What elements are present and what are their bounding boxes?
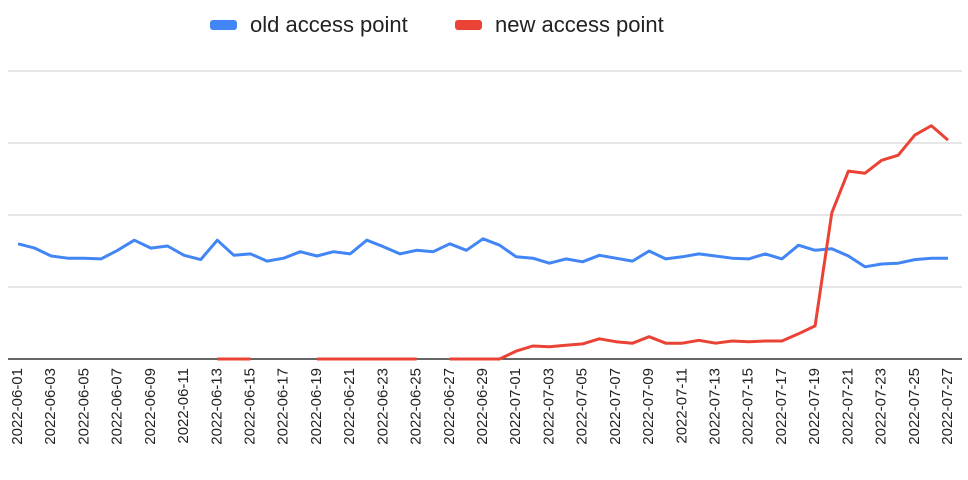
x-tick-label: 2022-07-15 [740,368,757,445]
series-line [217,124,949,361]
x-tick-label: 2022-06-05 [75,368,92,445]
x-tick-label: 2022-06-25 [408,368,425,445]
x-tick-label: 2022-07-07 [607,368,624,445]
x-tick-label: 2022-07-05 [574,368,591,445]
legend-label: new access point [495,12,664,37]
x-tick-label: 2022-06-21 [341,368,358,445]
x-tick-label: 2022-07-11 [673,368,690,444]
x-tick-label: 2022-06-29 [474,368,491,445]
x-tick-label: 2022-06-27 [441,368,458,445]
x-tick-label: 2022-07-13 [706,368,723,445]
legend-swatch [455,20,482,30]
x-tick-label: 2022-07-27 [939,368,956,445]
series-line [17,237,948,269]
x-tick-label: 2022-06-19 [308,368,325,445]
x-tick-label: 2022-07-09 [640,368,657,445]
x-tick-label: 2022-07-23 [873,368,890,445]
x-tick-label: 2022-06-09 [142,368,159,445]
x-tick-label: 2022-06-23 [374,368,391,445]
x-tick-label: 2022-07-01 [507,368,524,445]
x-tick-label: 2022-06-15 [241,368,258,445]
x-tick-label: 2022-06-03 [42,368,59,445]
legend-swatch [210,20,237,30]
x-tick-label: 2022-06-11 [175,368,192,444]
x-tick-label: 2022-06-07 [109,368,126,445]
legend-label: old access point [250,12,408,37]
x-tick-label: 2022-07-21 [839,368,856,445]
x-tick-label: 2022-07-17 [773,368,790,445]
x-tick-label: 2022-07-03 [540,368,557,445]
x-tick-label: 2022-07-19 [806,368,823,445]
x-tick-label: 2022-06-01 [9,368,26,445]
x-tick-label: 2022-07-25 [906,368,923,445]
x-tick-label: 2022-06-17 [275,368,292,445]
x-tick-label: 2022-06-13 [208,368,225,445]
